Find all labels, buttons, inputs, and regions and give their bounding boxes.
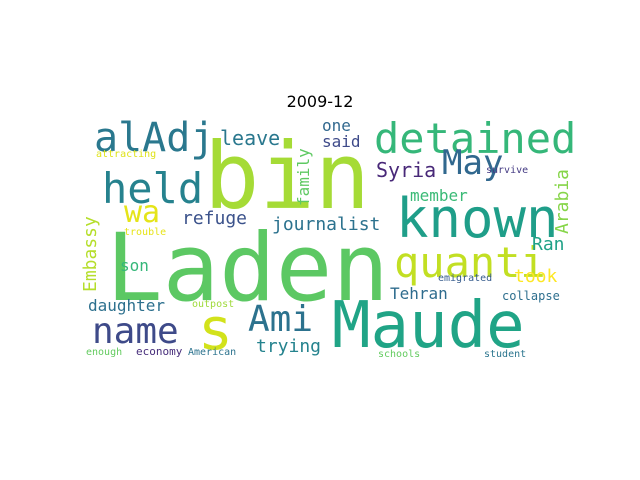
word-took: took [514, 266, 558, 287]
word-family: family [294, 148, 313, 206]
word-may: May [442, 143, 504, 183]
word-american: American [188, 347, 237, 358]
word-son: son [120, 256, 149, 275]
word-held: held [102, 164, 204, 213]
word-leave: leave [220, 126, 281, 150]
word-arabia: Arabia [552, 168, 573, 234]
word-schools: schools [378, 349, 421, 360]
word-maude: Maude [332, 289, 525, 363]
word-one: one [322, 116, 351, 135]
word-collapse: collapse [502, 289, 560, 303]
figure-title: 2009-12 [286, 92, 354, 111]
word-known: known [396, 187, 559, 250]
word-syria: Syria [376, 158, 437, 182]
word-survive: survive [486, 165, 529, 176]
word-enough: enough [86, 347, 123, 358]
word-member: member [410, 186, 468, 205]
word-bin: bin [204, 123, 371, 230]
word-trying: trying [256, 336, 322, 357]
word-quanti: quanti [394, 238, 546, 287]
word-ami: Ami [248, 299, 314, 340]
word-journalist: journalist [272, 214, 381, 235]
word-cloud: Laden bin Maude known detained quanti al… [80, 115, 576, 363]
word-laden: Laden [106, 214, 389, 323]
word-detained: detained [374, 114, 577, 163]
word-s: s [198, 295, 233, 363]
word-name: name [92, 311, 179, 352]
word-aladj: alAdj [94, 115, 215, 161]
word-tehran: Tehran [390, 284, 448, 303]
word-refuge: refuge [182, 208, 248, 229]
word-said: said [322, 132, 361, 151]
word-economy: economy [136, 345, 183, 358]
word-emigrated: emigrated [438, 273, 493, 284]
word-attracting: attracting [96, 149, 157, 160]
word-outpost: outpost [192, 299, 235, 310]
word-embassy: Embassy [80, 216, 101, 292]
word-student: student [484, 349, 527, 360]
word-daughter: daughter [88, 296, 166, 315]
word-wa: wa [124, 195, 161, 230]
word-trouble: trouble [124, 227, 167, 238]
word-ran: Ran [532, 234, 565, 255]
